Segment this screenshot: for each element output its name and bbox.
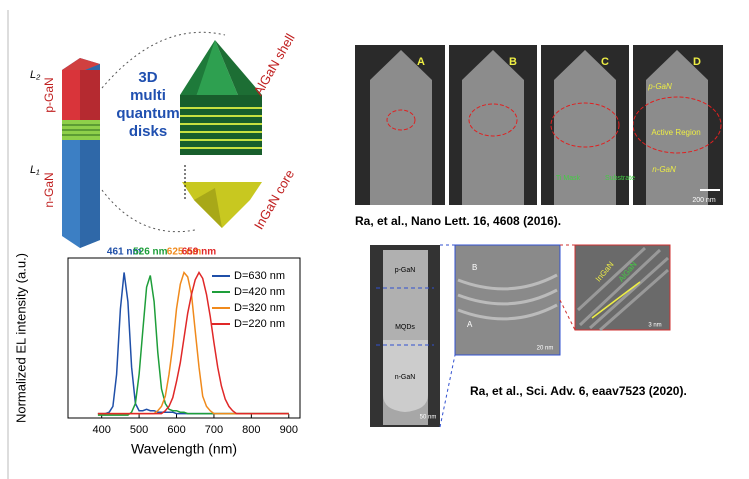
figure: L₂ p-GaN L₁ n-GaN 3D multi quantum disks… bbox=[0, 0, 749, 479]
x-tick-label: 400 bbox=[92, 424, 110, 436]
schematic: L₂ p-GaN L₁ n-GaN 3D multi quantum disks… bbox=[30, 31, 298, 248]
label: multi bbox=[130, 87, 166, 104]
label: n-GaN bbox=[395, 374, 416, 381]
label: Ti Mask bbox=[556, 175, 581, 182]
legend-label: D=220 nm bbox=[234, 318, 285, 330]
label: p-GaN bbox=[647, 82, 672, 91]
label: n-GaN bbox=[42, 172, 56, 207]
x-tick-label: 600 bbox=[167, 424, 185, 436]
tem-bottom: p-GaN MQDs n-GaN 50 nm B A 20 nm InGaN A… bbox=[370, 245, 687, 427]
panel-label: D bbox=[693, 56, 701, 68]
panel-label: C bbox=[601, 56, 609, 68]
label: L₁ bbox=[30, 164, 40, 176]
scale-bar: 20 nm bbox=[537, 346, 554, 352]
caption: Ra, et al., Sci. Adv. 6, eaav7523 (2020)… bbox=[470, 384, 687, 398]
divider bbox=[445, 45, 449, 205]
scale-bar: 200 nm bbox=[692, 197, 716, 204]
label: Active Region bbox=[651, 128, 700, 137]
legend-label: D=420 nm bbox=[234, 286, 285, 298]
panel-label: B bbox=[509, 56, 517, 68]
label: B bbox=[472, 263, 477, 272]
legend-label: D=320 nm bbox=[234, 302, 285, 314]
label: disks bbox=[129, 123, 167, 140]
legend-label: D=630 nm bbox=[234, 270, 285, 282]
tem-top: A B C D Substrate p-GaN Active Region n-GaN… bbox=[355, 45, 723, 228]
x-tick-label: 800 bbox=[242, 424, 260, 436]
label: MQDs bbox=[395, 324, 415, 331]
spectrum-chart: Wavelength (nm) Normalized EL intensity … bbox=[13, 247, 300, 457]
x-tick-label: 500 bbox=[130, 424, 148, 436]
label: n-GaN bbox=[652, 165, 676, 174]
label: L₂ bbox=[30, 69, 41, 81]
panel-label: A bbox=[417, 56, 425, 68]
peak-label: 659 nm bbox=[182, 247, 217, 258]
x-tick-label: 900 bbox=[280, 424, 298, 436]
x-axis-label: Wavelength (nm) bbox=[131, 441, 237, 457]
scale-bar: 3 nm bbox=[648, 323, 661, 329]
peak-label: 526 nm bbox=[133, 247, 168, 258]
divider bbox=[537, 45, 541, 205]
label: quantum bbox=[116, 105, 179, 122]
label: InGaN core bbox=[251, 167, 297, 232]
label: Substrate bbox=[605, 175, 635, 182]
tem-panel bbox=[370, 50, 432, 205]
label: A bbox=[467, 320, 473, 329]
x-tick-label: 700 bbox=[205, 424, 223, 436]
label: AlGaN shell bbox=[250, 31, 297, 98]
caption: Ra, et al., Nano Lett. 16, 4608 (2016). bbox=[355, 214, 561, 228]
label: p-GaN bbox=[395, 267, 416, 274]
label: 3D bbox=[138, 69, 157, 86]
label: p-GaN bbox=[42, 77, 56, 112]
scale-bar: 50 nm bbox=[420, 415, 437, 421]
y-axis-label: Normalized EL intensity (a.u.) bbox=[13, 253, 28, 423]
